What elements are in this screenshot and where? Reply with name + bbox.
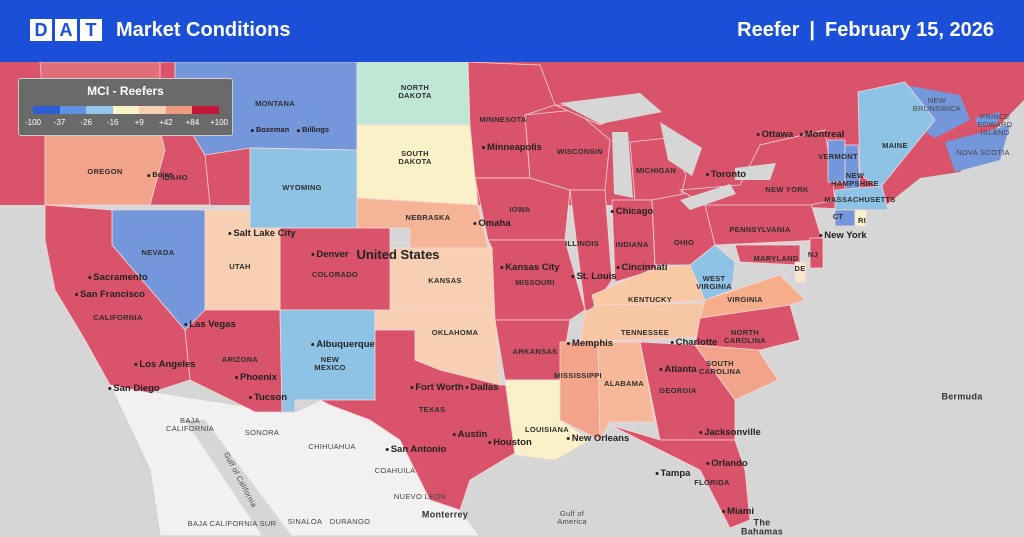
legend-title: MCI - Reefers [87, 84, 164, 98]
state-shape [827, 139, 846, 183]
state-shape [857, 81, 936, 189]
legend-label: -100 [24, 118, 42, 127]
state-shape [494, 319, 571, 381]
state-shape [597, 341, 656, 442]
state-shape [639, 341, 736, 441]
pei [975, 112, 1000, 126]
legend: MCI - Reefers -100 -37 -26 -16 +9 +42 +84 +100 [18, 78, 233, 136]
logo-letter: D [30, 19, 52, 41]
state-shape [689, 244, 736, 301]
legend-swatch [139, 106, 166, 114]
state-shape [794, 261, 807, 283]
separator: | [809, 19, 815, 41]
state-shape [279, 309, 376, 413]
lake-erie [680, 184, 736, 210]
legend-swatch [165, 106, 193, 114]
legend-bar [33, 106, 220, 114]
state-shape [356, 62, 471, 126]
logo-letter: T [80, 19, 102, 41]
legend-label: +42 [159, 118, 173, 127]
nova-scotia [945, 125, 1010, 172]
lake-huron [660, 122, 702, 176]
legend-label: -37 [53, 118, 66, 127]
state-shape [809, 237, 824, 269]
legend-swatch [33, 106, 60, 114]
state-shape [611, 199, 656, 283]
state-shape [834, 209, 856, 227]
lake-ontario [735, 163, 776, 180]
legend-swatch [86, 106, 113, 114]
lake-superior [560, 93, 662, 124]
state-shape [279, 227, 391, 311]
state-shape [44, 124, 166, 206]
logo-letter: A [55, 19, 77, 41]
legend-label: -26 [80, 118, 92, 127]
state-shape [249, 147, 358, 229]
state-shape [699, 274, 806, 319]
legend-swatch [59, 106, 87, 114]
state-shape [844, 144, 861, 191]
great-lakes [560, 93, 776, 210]
legend-label: +84 [185, 118, 200, 127]
legend-label: +100 [209, 118, 229, 127]
state-shape [44, 204, 191, 394]
header-title: Market Conditions [116, 19, 291, 41]
header-right: Reefer | February 15, 2026 [737, 19, 994, 42]
lake-michigan [612, 132, 633, 198]
legend-label: +9 [134, 118, 144, 127]
state-shape [834, 185, 889, 211]
state-shape [609, 424, 751, 529]
state-shape [474, 177, 571, 241]
legend-ticks: -100 -37 -26 -16 +9 +42 +84 +100 [21, 118, 231, 130]
equipment: Reefer [737, 19, 800, 41]
state-shape [734, 244, 801, 266]
map [0, 62, 1024, 536]
legend-swatch [192, 106, 220, 114]
legend-swatch [112, 106, 140, 114]
state-shape [389, 247, 496, 311]
legend-label: -16 [106, 118, 119, 127]
state-shape [704, 199, 823, 246]
date: February 15, 2026 [825, 19, 994, 41]
gulf-of-california-water [185, 420, 292, 536]
state-shape [319, 329, 521, 511]
state-shape [854, 209, 867, 227]
state-shape [356, 124, 479, 206]
